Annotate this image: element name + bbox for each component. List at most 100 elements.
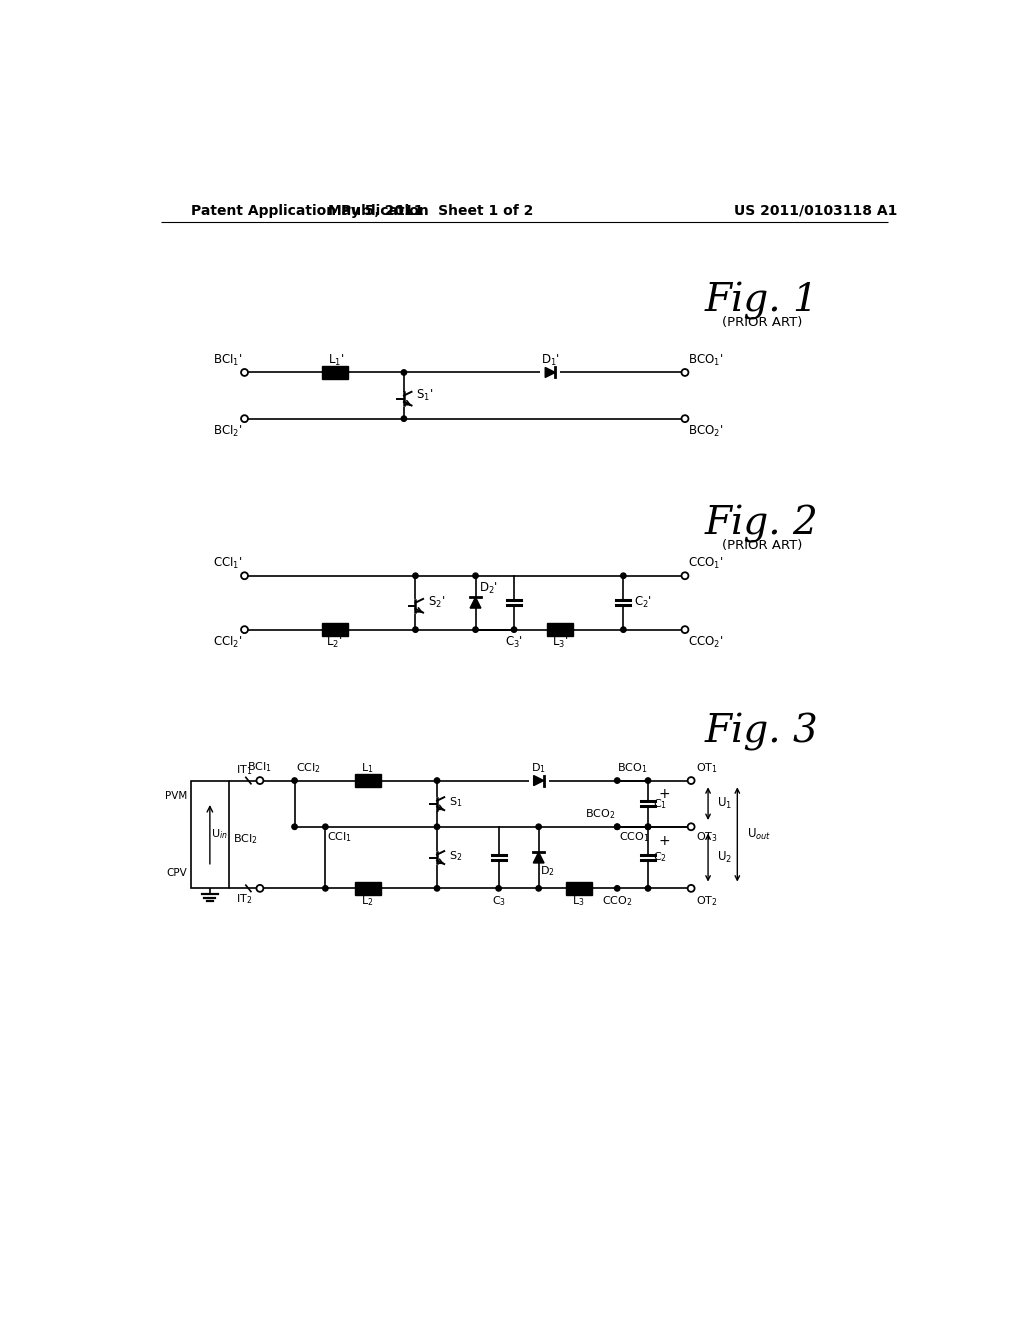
- Text: D$_1$': D$_1$': [541, 352, 560, 368]
- Text: BCI$_1$': BCI$_1$': [213, 352, 243, 368]
- Circle shape: [614, 824, 620, 829]
- Text: CPV: CPV: [167, 869, 187, 878]
- Text: US 2011/0103118 A1: US 2011/0103118 A1: [734, 203, 898, 218]
- Circle shape: [688, 824, 694, 830]
- Text: CCI$_2$: CCI$_2$: [296, 762, 322, 775]
- Text: BCI$_2$: BCI$_2$: [233, 832, 258, 846]
- Text: (PRIOR ART): (PRIOR ART): [722, 315, 802, 329]
- Text: C$_3$: C$_3$: [492, 894, 506, 908]
- Circle shape: [434, 777, 439, 783]
- Text: C$_3$': C$_3$': [505, 635, 523, 649]
- Circle shape: [688, 777, 694, 784]
- Text: U$_{in}$: U$_{in}$: [211, 828, 227, 841]
- Text: OT$_1$: OT$_1$: [695, 762, 718, 775]
- Circle shape: [413, 627, 418, 632]
- Text: D$_2$': D$_2$': [478, 581, 498, 597]
- Text: OT$_2$: OT$_2$: [695, 894, 718, 908]
- Circle shape: [241, 626, 248, 634]
- Text: OT$_3$: OT$_3$: [695, 830, 718, 845]
- Bar: [322, 623, 348, 636]
- Circle shape: [292, 777, 297, 783]
- Circle shape: [621, 627, 626, 632]
- Circle shape: [536, 886, 542, 891]
- Bar: [565, 882, 592, 895]
- Text: May 5, 2011   Sheet 1 of 2: May 5, 2011 Sheet 1 of 2: [328, 203, 534, 218]
- Circle shape: [434, 886, 439, 891]
- Circle shape: [645, 777, 650, 783]
- Text: CCI$_1$: CCI$_1$: [327, 830, 352, 845]
- Text: BCI$_2$': BCI$_2$': [213, 424, 243, 438]
- Circle shape: [496, 886, 502, 891]
- Circle shape: [682, 573, 688, 579]
- Text: D$_2$: D$_2$: [541, 865, 555, 878]
- Text: CCO$_2$': CCO$_2$': [688, 635, 724, 649]
- Circle shape: [511, 627, 517, 632]
- Bar: [354, 775, 381, 787]
- Circle shape: [682, 416, 688, 422]
- Circle shape: [323, 886, 328, 891]
- Text: S$_2$': S$_2$': [428, 595, 445, 610]
- Polygon shape: [545, 367, 555, 378]
- Circle shape: [473, 573, 478, 578]
- Circle shape: [401, 370, 407, 375]
- Circle shape: [473, 627, 478, 632]
- Circle shape: [614, 886, 620, 891]
- Circle shape: [241, 573, 248, 579]
- Text: S$_1$': S$_1$': [416, 388, 433, 403]
- Text: PVM: PVM: [165, 791, 187, 801]
- Bar: [322, 367, 348, 379]
- Text: D$_1$: D$_1$: [531, 762, 546, 775]
- Circle shape: [256, 777, 263, 784]
- Circle shape: [645, 886, 650, 891]
- Text: U$_1$: U$_1$: [717, 796, 732, 812]
- Text: +: +: [658, 788, 671, 801]
- Circle shape: [536, 824, 542, 829]
- Text: L$_3$: L$_3$: [572, 894, 585, 908]
- Text: BCO$_1$': BCO$_1$': [688, 352, 723, 368]
- Text: L$_2$: L$_2$: [361, 894, 374, 908]
- Text: (PRIOR ART): (PRIOR ART): [722, 539, 802, 552]
- Polygon shape: [470, 597, 481, 609]
- Text: L$_1$: L$_1$: [361, 762, 374, 775]
- Circle shape: [614, 824, 620, 829]
- Bar: [547, 623, 573, 636]
- Text: L$_2$': L$_2$': [327, 635, 343, 649]
- Bar: [354, 882, 381, 895]
- Text: U$_{out}$: U$_{out}$: [746, 826, 771, 842]
- Text: S$_1$: S$_1$: [450, 795, 463, 809]
- Text: L$_3$': L$_3$': [552, 635, 568, 649]
- Circle shape: [682, 626, 688, 634]
- Circle shape: [241, 370, 248, 376]
- Circle shape: [241, 416, 248, 422]
- Text: +: +: [658, 834, 671, 847]
- Circle shape: [292, 824, 297, 829]
- Text: C$_2$: C$_2$: [652, 850, 667, 865]
- Circle shape: [645, 824, 650, 829]
- Text: Fig. 2: Fig. 2: [706, 506, 819, 543]
- Circle shape: [621, 573, 626, 578]
- Circle shape: [682, 370, 688, 376]
- Circle shape: [434, 824, 439, 829]
- Text: Fig. 1: Fig. 1: [706, 282, 819, 319]
- Circle shape: [256, 884, 263, 892]
- Text: C$_2$': C$_2$': [634, 595, 652, 610]
- Text: BCO$_2$': BCO$_2$': [688, 424, 723, 438]
- Text: CCI$_2$': CCI$_2$': [213, 635, 243, 649]
- Text: BCO$_2$: BCO$_2$: [586, 808, 615, 821]
- Text: IT$_2$: IT$_2$: [237, 892, 253, 906]
- Circle shape: [323, 824, 328, 829]
- Polygon shape: [534, 853, 544, 863]
- Text: CCO$_1$: CCO$_1$: [618, 830, 649, 845]
- Bar: [190, 780, 229, 888]
- Text: U$_2$: U$_2$: [717, 850, 732, 865]
- Text: Fig. 3: Fig. 3: [706, 713, 819, 751]
- Text: C$_1$: C$_1$: [652, 797, 667, 810]
- Text: CCO$_1$': CCO$_1$': [688, 556, 724, 572]
- Text: Patent Application Publication: Patent Application Publication: [190, 203, 428, 218]
- Text: L$_1$': L$_1$': [328, 352, 344, 368]
- Text: CCO$_2$: CCO$_2$: [602, 894, 633, 908]
- Text: S$_2$: S$_2$: [450, 849, 463, 863]
- Polygon shape: [534, 776, 544, 785]
- Circle shape: [401, 416, 407, 421]
- Circle shape: [413, 573, 418, 578]
